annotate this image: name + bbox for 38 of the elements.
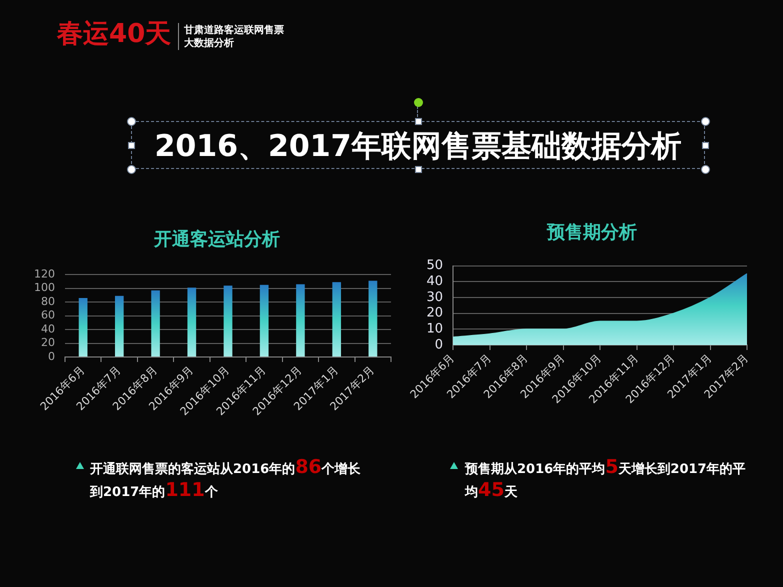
chart-title: 预售期分析: [547, 222, 637, 243]
text: 到2017年的: [90, 484, 166, 502]
y-tick-label: 60: [41, 308, 55, 322]
y-tick-label: 0: [48, 350, 55, 363]
y-tick-label: 20: [426, 306, 443, 321]
y-tick-label: 50: [426, 258, 443, 274]
y-tick-label: 40: [426, 274, 443, 290]
text: 111: [165, 479, 205, 501]
bar: [187, 288, 196, 356]
y-tick-label: 80: [41, 294, 55, 308]
bar: [260, 284, 269, 356]
text: 均: [465, 484, 478, 502]
y-tick-label: 40: [41, 322, 55, 336]
text: 个增长: [322, 461, 361, 479]
text: 5: [605, 456, 618, 478]
text: 开通联网售票的客运站从2016年的: [90, 460, 296, 479]
bar: [114, 296, 124, 356]
bar: [368, 280, 378, 356]
y-tick-label: 120: [34, 267, 55, 280]
bar: [151, 290, 160, 356]
y-tick-label: 100: [34, 281, 55, 294]
text: 45: [478, 479, 504, 501]
text: 个: [204, 484, 218, 502]
y-tick-label: 0: [434, 337, 443, 352]
text: 春运40天: [57, 18, 172, 50]
y-tick-label: 10: [426, 322, 443, 337]
y-tick-label: 20: [41, 336, 55, 350]
bar: [296, 284, 305, 356]
text: 天增长到2017年的平: [618, 461, 746, 479]
y-tick-label: 30: [426, 290, 443, 305]
bar: [78, 298, 88, 356]
text: 86: [295, 456, 322, 478]
text: 甘肃道路客运联网售票大数据分析: [184, 24, 285, 50]
text: 天: [504, 484, 518, 502]
chart-title: 开通客运站分析: [154, 229, 280, 250]
text: 预售期从2016年的平均: [465, 461, 606, 479]
bar: [332, 282, 342, 356]
bar: [224, 286, 232, 356]
